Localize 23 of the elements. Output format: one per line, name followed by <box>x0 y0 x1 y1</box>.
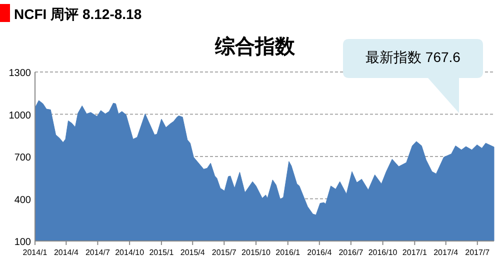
chart-title: NCFI 周评 8.12-8.18 <box>14 6 142 22</box>
y-tick-label: 1300 <box>8 68 32 79</box>
x-tick-label: 2017/4 <box>434 248 459 257</box>
x-tick-label: 2017/7 <box>465 248 490 257</box>
y-tick-label: 400 <box>14 194 32 206</box>
x-tick-label: 2014/4 <box>54 248 79 257</box>
x-tick-label: 2014/10 <box>115 248 145 257</box>
x-tick-label: 2016/7 <box>338 248 364 257</box>
chart-subtitle: 综合指数 <box>214 35 296 58</box>
y-tick-label: 1000 <box>8 110 32 122</box>
x-tick-label: 2016/1 <box>276 248 301 257</box>
x-tick-label: 2017/1 <box>402 248 428 257</box>
x-tick-label: 2015/4 <box>180 248 206 257</box>
x-tick-label: 2015/10 <box>242 248 272 257</box>
x-tick-label: 2016/10 <box>368 248 398 257</box>
y-tick-label: 100 <box>14 237 32 248</box>
y-tick-label: 700 <box>14 152 32 164</box>
x-tick-label: 2015/7 <box>212 248 237 257</box>
x-tick-label: 2014/7 <box>85 248 110 257</box>
x-tick-label: 2014/1 <box>22 248 48 257</box>
x-tick-label: 2015/1 <box>149 248 174 257</box>
x-tick-label: 2016/4 <box>307 248 332 257</box>
callout: 最新指数 767.6 <box>343 39 483 113</box>
